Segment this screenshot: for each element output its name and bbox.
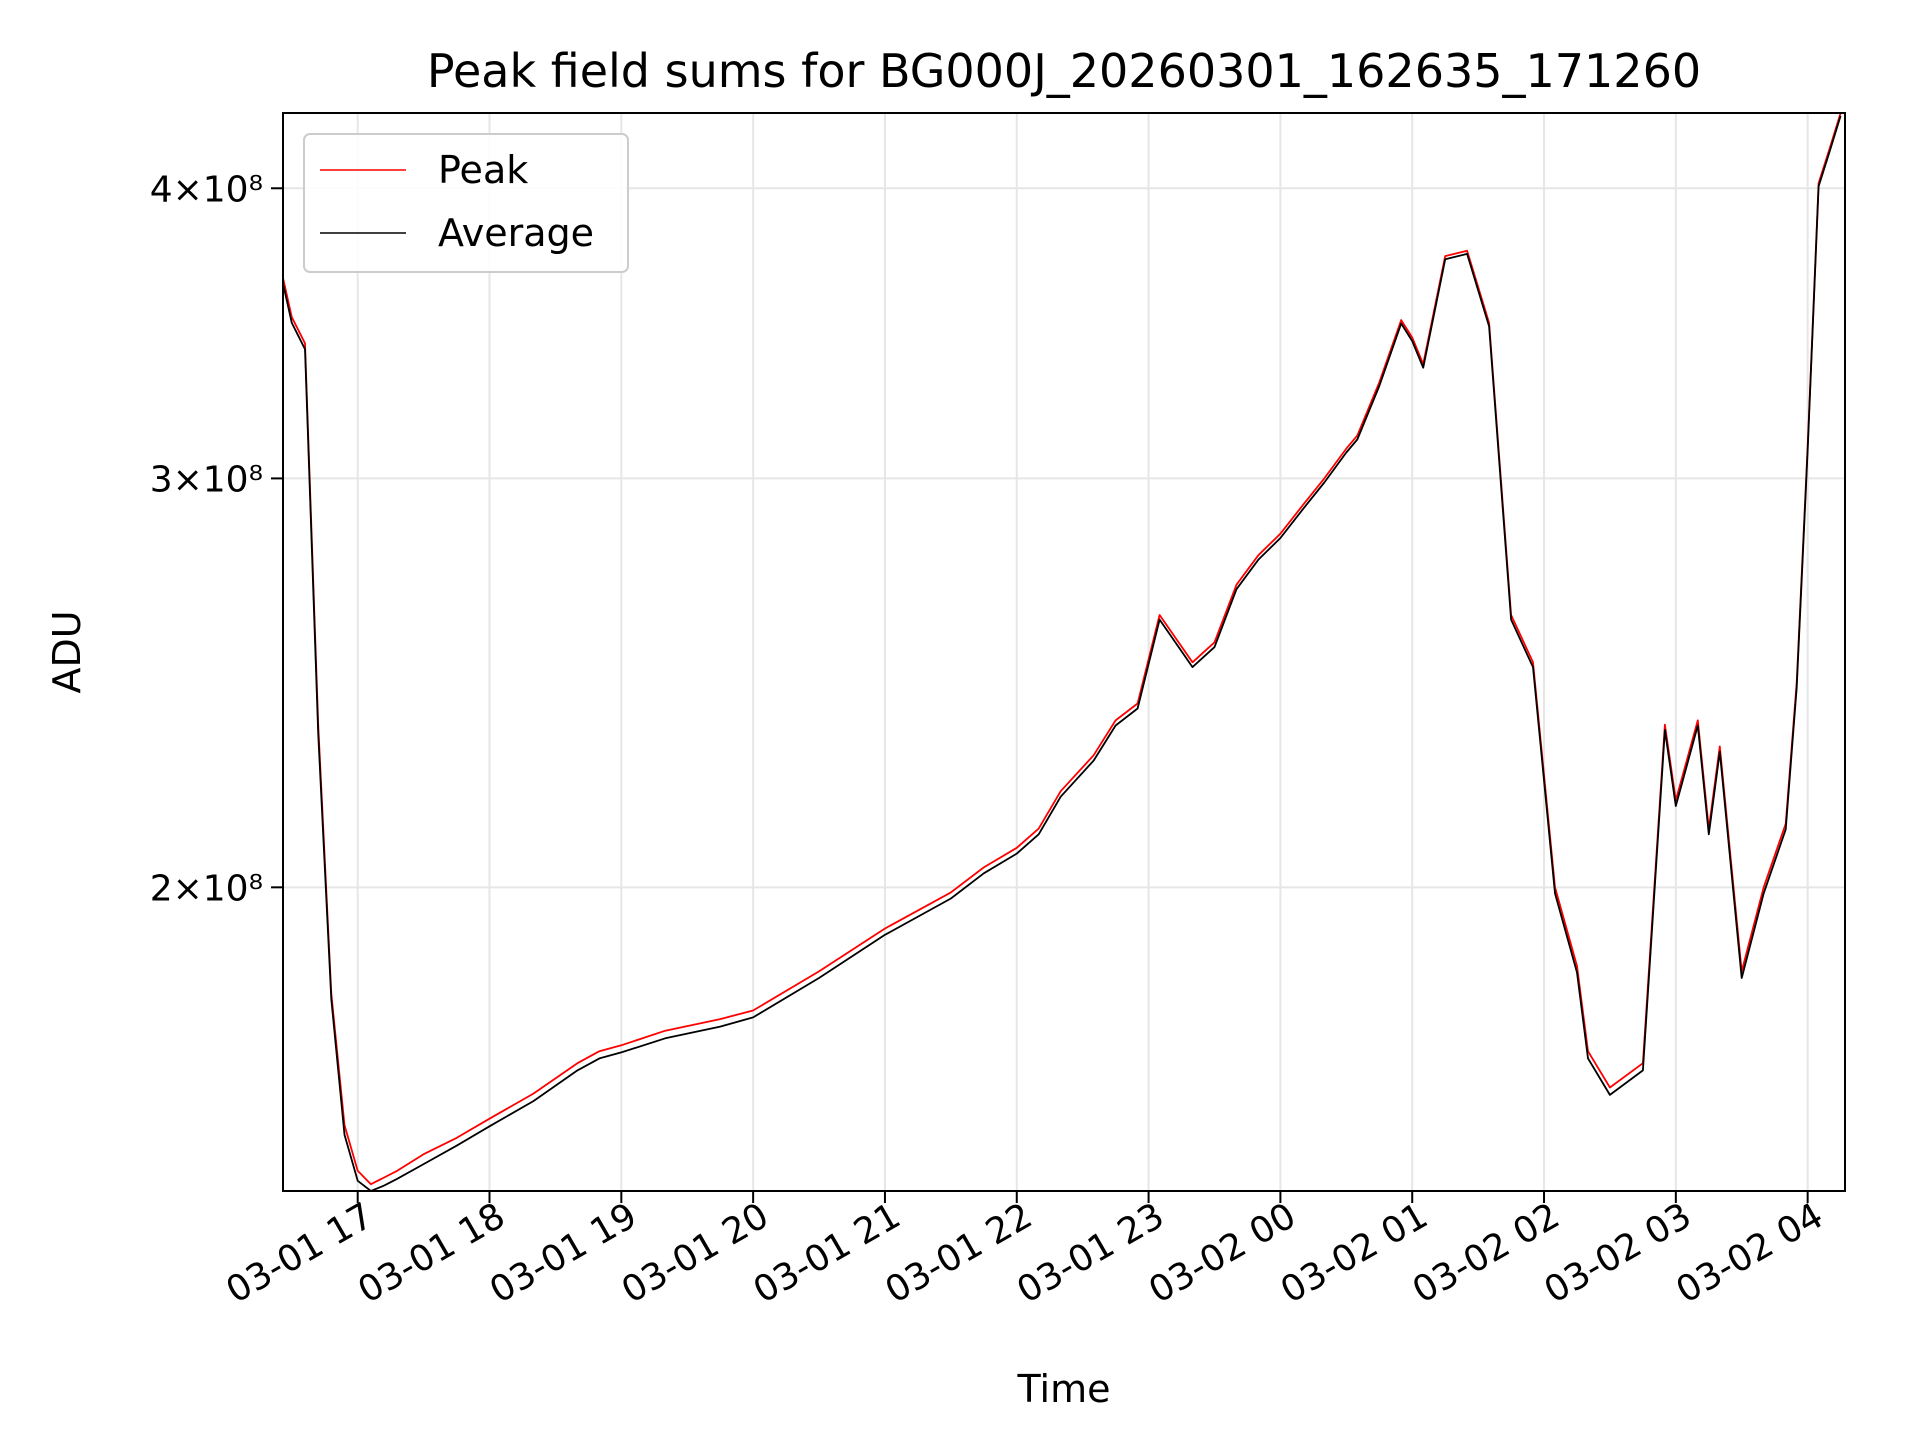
- plot-frame: [282, 112, 1846, 1192]
- series-lines: [283, 113, 1842, 1191]
- legend: Peak Average: [303, 133, 629, 273]
- legend-box: [303, 133, 629, 273]
- y-axis-ticks: 2×10⁸ 3×10⁸ 4×10⁸: [150, 169, 283, 909]
- series-line-average: [283, 115, 1842, 1191]
- legend-label-average: Average: [438, 211, 594, 255]
- chart-title: Peak field sums for BG000J_20260301_1626…: [427, 44, 1701, 98]
- legend-label-peak: Peak: [438, 148, 528, 192]
- grid-lines: [283, 113, 1845, 1191]
- y-tick-label: 2×10⁸: [150, 868, 263, 909]
- y-axis-label: ADU: [45, 610, 89, 693]
- y-tick-label: 3×10⁸: [150, 459, 263, 500]
- y-tick-label: 4×10⁸: [150, 169, 263, 210]
- x-axis-label: Time: [1017, 1367, 1111, 1411]
